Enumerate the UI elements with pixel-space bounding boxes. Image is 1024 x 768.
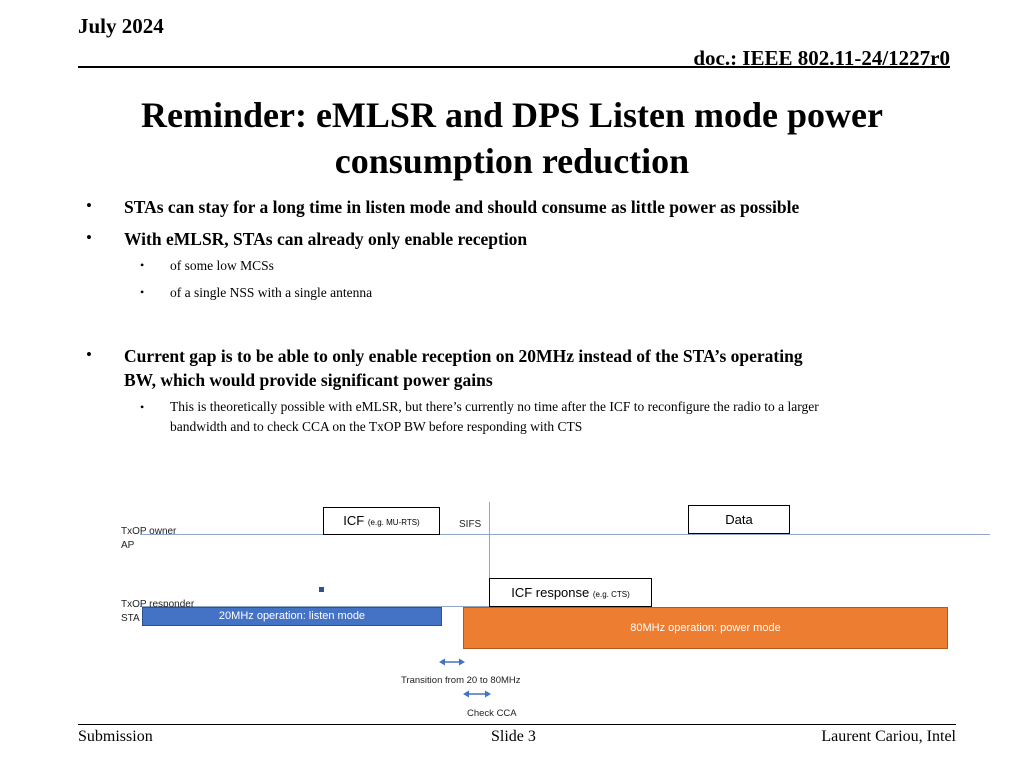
bullet-marker: • — [86, 196, 92, 215]
slide-title: Reminder: eMLSR and DPS Listen mode powe… — [60, 92, 964, 184]
txop-owner-label-line1: TxOP owner — [121, 526, 177, 537]
footer-submission: Submission — [78, 728, 153, 745]
header-divider — [78, 66, 950, 68]
power-mode-label: 80MHz operation: power mode — [630, 622, 781, 634]
check-cca-double-arrow-icon — [463, 690, 491, 698]
footer-author: Laurent Cariou, Intel — [821, 728, 956, 745]
bullet-2-sub-2: of a single NSS with a single antenna — [170, 285, 373, 300]
data-frame-box: Data — [688, 505, 790, 534]
icf-frame-box: ICF (e.g. MU-RTS) — [323, 507, 440, 535]
icf-response-label: ICF response — [511, 585, 590, 600]
sifs-label: SIFS — [459, 519, 482, 530]
txop-owner-label-line2: AP — [121, 540, 135, 551]
sub-bullet-marker: • — [140, 258, 145, 272]
marker-square — [319, 587, 324, 592]
icf-response-example: (e.g. CTS) — [592, 590, 630, 599]
bullet-2-sub-1: of some low MCSs — [170, 258, 274, 273]
icf-response-box: ICF response (e.g. CTS) — [489, 578, 652, 607]
txop-responder-label: TxOP responder STA — [121, 598, 194, 626]
transition-label: Transition from 20 to 80MHz — [401, 675, 521, 686]
sifs-boundary-line — [489, 502, 490, 608]
slide-title-line2: consumption reduction — [334, 141, 690, 181]
listen-mode-bar: 20MHz operation: listen mode — [142, 607, 442, 626]
sub-bullet-marker: • — [140, 400, 145, 414]
header-date: July 2024 — [78, 14, 164, 38]
bullet-marker: • — [86, 228, 92, 247]
check-cca-label: Check CCA — [467, 708, 517, 719]
footer-divider — [78, 724, 956, 725]
power-mode-bar: 80MHz operation: power mode — [463, 607, 948, 649]
data-frame-label: Data — [725, 512, 753, 527]
bullet-2: With eMLSR, STAs can already only enable… — [124, 229, 528, 249]
ap-timeline — [140, 534, 990, 535]
bullet-3-sub-1-line2: bandwidth and to check CCA on the TxOP B… — [170, 419, 583, 434]
bullet-3-sub-1: This is theoretically possible with eMLS… — [170, 397, 940, 437]
sub-bullet-marker: • — [140, 285, 145, 299]
listen-mode-label: 20MHz operation: listen mode — [218, 610, 366, 622]
icf-frame-label: ICF — [343, 513, 365, 528]
bullet-3-sub-1-line1: This is theoretically possible with eMLS… — [170, 399, 819, 414]
bullet-3-line2: BW, which would provide significant powe… — [124, 370, 493, 390]
sta-timeline — [140, 606, 490, 607]
bullet-3-line1: Current gap is to be able to only enable… — [124, 346, 803, 366]
footer-slide-number: Slide 3 — [491, 728, 536, 745]
slide-title-line1: Reminder: eMLSR and DPS Listen mode powe… — [141, 95, 883, 135]
bullet-1: STAs can stay for a long time in listen … — [124, 197, 800, 217]
txop-responder-label-line1: TxOP responder — [121, 599, 195, 610]
bullet-marker: • — [86, 345, 92, 364]
txop-responder-label-line2: STA — [121, 613, 140, 624]
icf-frame-example: (e.g. MU-RTS) — [367, 518, 420, 527]
bullet-3: Current gap is to be able to only enable… — [124, 344, 924, 392]
txop-owner-label: TxOP owner AP — [121, 525, 176, 553]
transition-double-arrow-icon — [439, 658, 465, 666]
